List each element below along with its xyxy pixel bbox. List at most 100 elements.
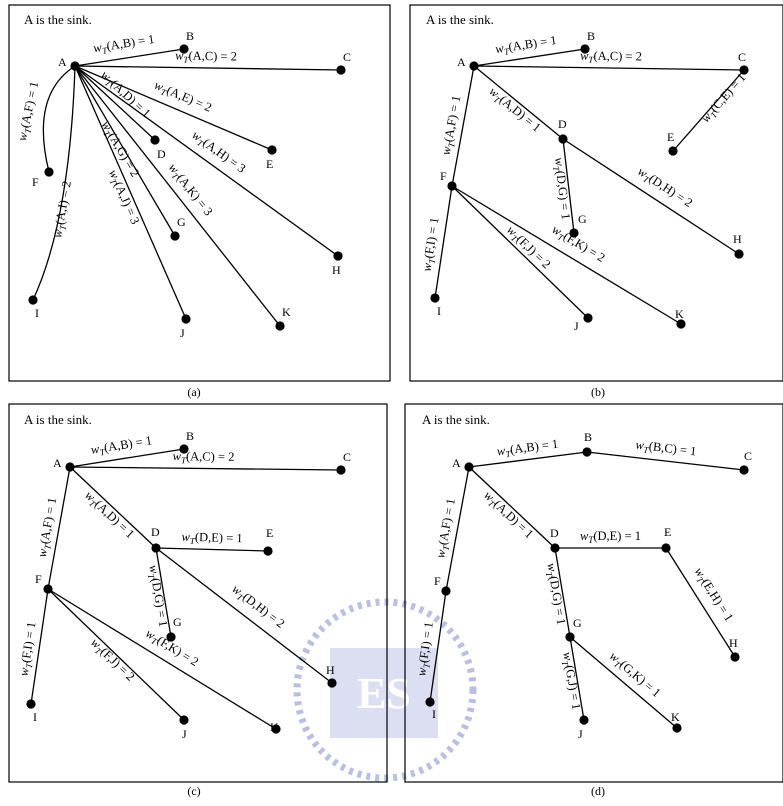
panel-caption: (c) [187,784,200,798]
node-J [583,313,593,323]
edge-weight-label: wT(A,D) = 1 [480,488,536,542]
node-C [739,465,749,475]
node-G [166,632,176,642]
node-C [336,65,346,75]
node-J [179,715,189,725]
node-label-B: B [186,29,194,43]
node-C [336,465,346,475]
edge-D-H [562,138,740,255]
edge-weight-label: wT(A,C) = 2 [580,49,642,66]
node-label-A: A [58,55,67,69]
edge-A-H [74,65,339,257]
edge-weight-label: wT(A,F) = 1 [433,497,460,559]
edge-A-E [74,65,273,151]
edge-weight-label: wT(B,C) = 1 [635,438,697,461]
node-K [275,321,285,331]
edge-weight-label: wT(A,I) = 2 [50,180,76,239]
edge-weight-label: wT(F,J) = 2 [87,635,138,685]
edge-A-G [74,65,176,237]
node-E [668,146,678,156]
node-H [333,251,343,261]
edge-weight-label: wT(F,J) = 2 [503,223,554,273]
node-F [44,167,54,177]
node-label-E: E [266,526,273,540]
node-H [327,678,337,688]
node-H [734,249,744,259]
node-F [441,586,451,596]
node-G [569,228,579,238]
node-label-E: E [667,130,674,144]
node-label-H: H [729,636,738,650]
node-label-H: H [733,232,742,246]
edge-weight-label: wT(A,C) = 2 [173,449,235,466]
node-D [151,543,161,553]
panel-c: A is the sink.(c)wT(A,B) = 1wT(A,C) = 2w… [8,403,388,798]
sink-note: A is the sink. [422,412,490,427]
node-B [582,447,592,457]
node-A [469,61,479,71]
node-label-C: C [738,50,746,64]
node-D [150,135,160,145]
node-label-I: I [33,710,37,724]
edge-weight-label: wT(F,I) = 1 [414,621,438,677]
edge-A-D [74,65,156,141]
university-watermark-seal: ES [293,598,477,782]
edge-weight-label: wT(D,E) = 1 [580,529,641,545]
edge-weight-label: wT(A,B) = 1 [92,32,155,57]
panel-frame [409,4,783,382]
node-label-G: G [578,212,587,226]
node-label-F: F [32,175,39,189]
watermark-emblem [330,648,438,738]
node-B [179,444,189,454]
edge-weight-label: wT(A,E) = 2 [151,78,213,117]
node-label-F: F [440,169,447,183]
panel-a: A is the sink. (a) wT(A,B) = 1 wT(A,C) = 2 w… [8,4,391,399]
node-label-F: F [434,574,441,588]
edge-F-K [47,588,277,730]
edge-A-D [468,466,556,549]
node-G [170,231,180,241]
edge-weight-label: wT(A,F) = 1 [35,496,61,558]
node-label-B: B [186,429,194,443]
node-label-G: G [573,616,582,630]
node-E [263,546,273,556]
edge-weight-label: wT(A,D) = 1 [81,488,137,542]
edge-weight-label: wT(F,I) = 1 [17,621,41,677]
panel-d: A is the sink. (d) wT(A,B) = 1 wT(B,C) = 1 w… [404,403,783,798]
edge-A-C [69,466,342,471]
edge-A-I [32,65,76,301]
node-label-G: G [173,615,182,629]
node-label-D: D [157,147,166,161]
node-label-E: E [266,157,273,171]
panel-frame [404,403,783,783]
edge-weight-label: wT(D,H) = 2 [228,582,287,633]
edge-weight-label: wT(G,J) = 1 [558,651,583,711]
edge-A-F [451,65,475,187]
node-D [558,134,568,144]
edge-B-C [586,451,745,471]
node-label-K: K [270,720,279,734]
edge-A-C [74,65,342,71]
node-label-C: C [343,50,351,64]
node-label-K: K [282,305,291,319]
edge-D-G [562,138,575,234]
sink-note: A is the sink. [24,12,92,27]
node-label-K: K [675,307,684,321]
node-label-F: F [35,572,42,586]
panel-caption: (b) [591,385,605,399]
edge-F-I [434,185,453,299]
node-A [65,462,75,472]
edge-C-E [672,69,745,152]
edge-weight-label: wT(F,I) = 1 [420,216,444,272]
node-label-J: J [574,319,579,333]
edge-F-K [451,185,682,325]
node-J [579,715,589,725]
node-label-A: A [452,456,461,470]
edge-weight-label: wT(D,G) = 1 [550,157,573,221]
node-label-J: J [182,727,187,741]
node-label-A: A [457,55,466,69]
edge-F-J [47,588,185,721]
edge-F-I [30,588,49,705]
node-J [181,314,191,324]
node-label-J: J [180,326,185,340]
